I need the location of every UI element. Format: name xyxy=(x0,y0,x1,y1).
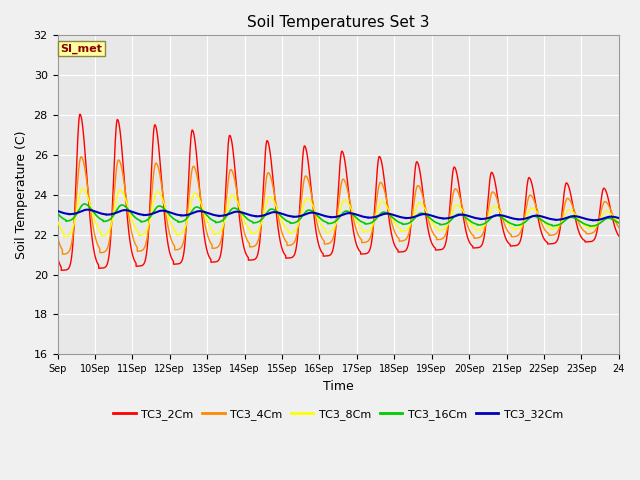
Legend: TC3_2Cm, TC3_4Cm, TC3_8Cm, TC3_16Cm, TC3_32Cm: TC3_2Cm, TC3_4Cm, TC3_8Cm, TC3_16Cm, TC3… xyxy=(109,405,568,424)
Text: SI_met: SI_met xyxy=(60,43,102,54)
Y-axis label: Soil Temperature (C): Soil Temperature (C) xyxy=(15,131,28,259)
X-axis label: Time: Time xyxy=(323,380,353,393)
Title: Soil Temperatures Set 3: Soil Temperatures Set 3 xyxy=(247,15,429,30)
